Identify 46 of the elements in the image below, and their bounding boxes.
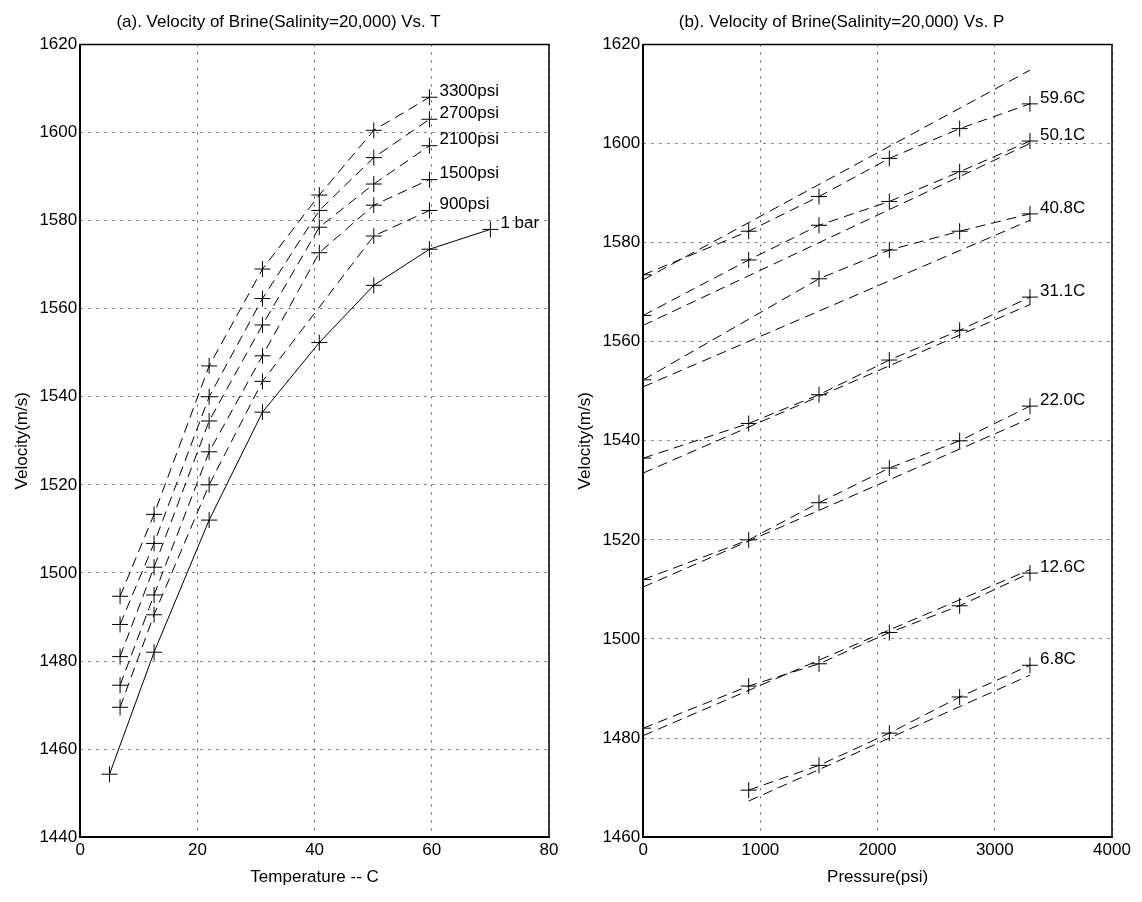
y-tick-label: 1540 xyxy=(39,386,78,406)
y-tick-label: 1520 xyxy=(39,474,78,494)
y-tick-label: 1560 xyxy=(39,298,78,318)
y-tick-label: 1460 xyxy=(39,738,78,758)
x-tick-label: 0 xyxy=(75,840,85,860)
series-label: 59.6C xyxy=(1039,87,1086,107)
x-tick-label: 4000 xyxy=(1093,840,1131,860)
y-tick-label: 1620 xyxy=(39,34,78,54)
series-label: 2100psi xyxy=(439,129,500,149)
x-tick-label: 60 xyxy=(422,840,442,860)
x-axis-title: Temperature -- C xyxy=(250,867,379,887)
series-label: 12.6C xyxy=(1039,556,1086,576)
y-tick-label: 1600 xyxy=(602,133,641,153)
x-tick-label: 0 xyxy=(638,840,648,860)
series-label: 1 bar xyxy=(500,213,540,233)
y-axis-title: Velocity(m/s) xyxy=(11,392,31,490)
series-label: 900psi xyxy=(439,194,490,214)
y-tick-label: 1540 xyxy=(602,430,641,450)
y-tick-label: 1600 xyxy=(39,122,78,142)
chart-title: (a). Velocity of Brine(Salinity=20,000) Vs. T xyxy=(116,11,441,31)
y-tick-label: 1480 xyxy=(602,727,641,747)
series-label: 1500psi xyxy=(439,163,500,183)
y-axis-title: Velocity(m/s) xyxy=(574,392,594,490)
y-tick-label: 1500 xyxy=(39,562,78,582)
series-label: 31.1C xyxy=(1039,280,1086,300)
x-tick-label: 3000 xyxy=(975,840,1014,860)
y-tick-label: 1620 xyxy=(602,34,641,54)
y-tick-label: 1480 xyxy=(39,650,78,670)
x-tick-label: 2000 xyxy=(858,840,897,860)
y-tick-label: 1580 xyxy=(39,210,78,230)
series-label: 22.0C xyxy=(1039,389,1086,409)
series-label: 2700psi xyxy=(439,102,500,122)
y-tick-label: 1520 xyxy=(602,529,641,549)
y-tick-label: 1580 xyxy=(602,232,641,252)
series-label: 6.8C xyxy=(1039,648,1076,668)
series-label: 40.8C xyxy=(1039,197,1086,217)
series-label: 50.1C xyxy=(1039,124,1086,144)
y-tick-label: 1500 xyxy=(602,628,641,648)
chart-title: (b). Velocity of Brine(Salinity=20,000) Vs. P xyxy=(678,11,1005,31)
x-tick-label: 40 xyxy=(305,840,325,860)
x-tick-label: 80 xyxy=(539,840,559,860)
x-tick-label: 1000 xyxy=(741,840,780,860)
x-tick-label: 20 xyxy=(187,840,207,860)
x-axis-title: Pressure(psi) xyxy=(827,867,929,887)
y-tick-label: 1560 xyxy=(602,331,641,351)
series-label: 3300psi xyxy=(439,80,500,100)
